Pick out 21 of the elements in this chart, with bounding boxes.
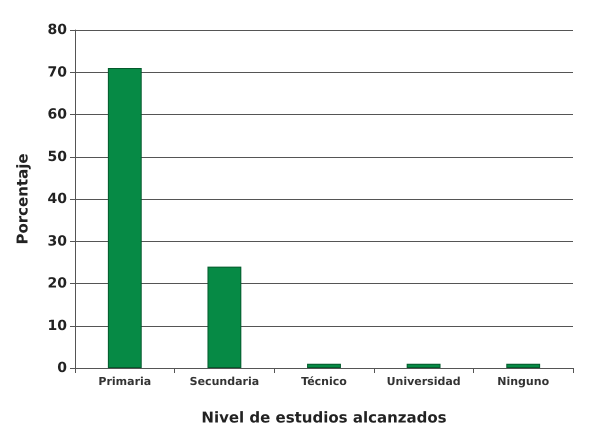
bar — [307, 364, 341, 368]
bar — [406, 364, 441, 368]
y-tick-label: 30 — [48, 233, 68, 250]
y-tick-label: 50 — [48, 148, 68, 165]
y-tick-label: 10 — [48, 318, 68, 334]
y-tick-label: 20 — [48, 276, 68, 292]
y-tick-label: 0 — [57, 360, 68, 376]
y-tick-label: 40 — [48, 191, 68, 207]
y-tick-label: 70 — [48, 64, 68, 80]
x-tick-label: Ninguno — [497, 375, 550, 388]
x-tick-label: Técnico — [301, 375, 348, 388]
x-tick-label: Primaria — [98, 375, 152, 388]
x-tick-label: Universidad — [386, 375, 461, 388]
x-axis-title: Nivel de estudios alcanzados — [201, 408, 447, 426]
y-axis-title: Porcentaje — [14, 153, 32, 245]
bar — [108, 68, 142, 368]
bar — [506, 364, 540, 368]
y-tick-label: 60 — [48, 106, 68, 122]
bar — [207, 266, 242, 368]
y-tick-label: 80 — [48, 22, 68, 38]
x-tick-label: Secundaria — [190, 375, 260, 388]
